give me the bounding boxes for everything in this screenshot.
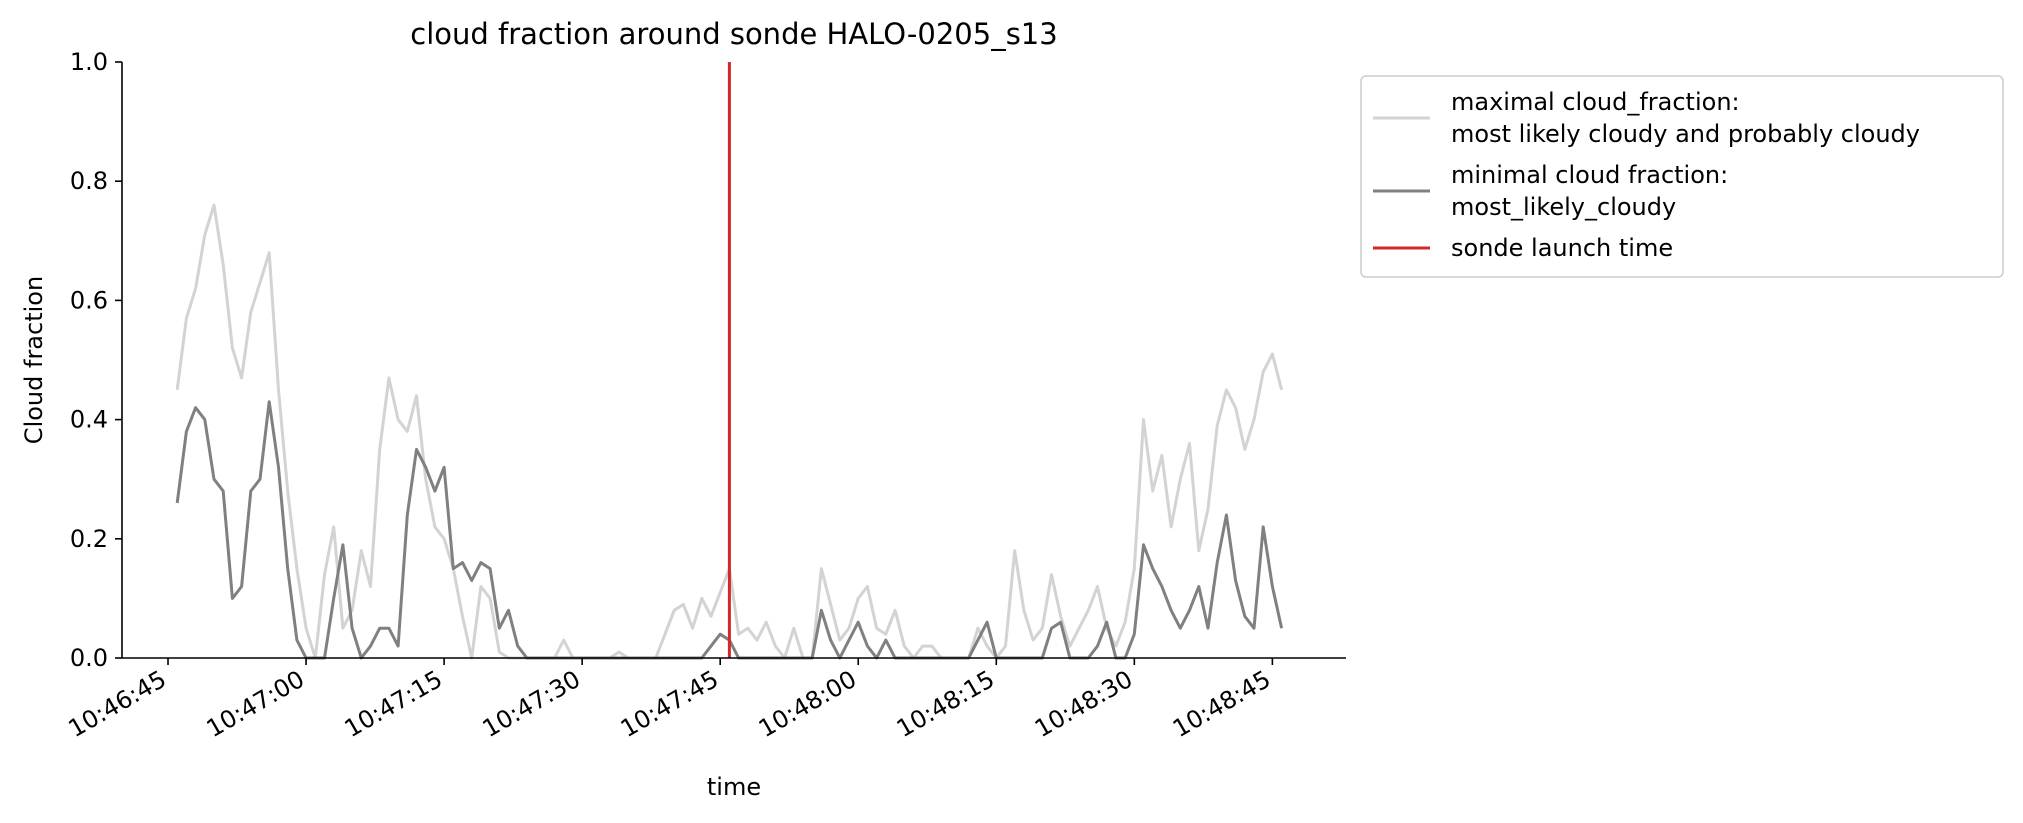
y-ticks: 0.0 0.2 0.4 0.6 0.8 1.0 [70,48,122,672]
x-ticks: 10:46:45 10:47:00 10:47:15 10:47:30 10:47:45… [64,658,1275,743]
legend-label-1: maximal cloud_fraction: most likely cloud… [1451,88,1920,148]
x-tick-label: 10:47:00 [202,665,309,743]
legend-label-3: sonde launch time [1451,234,1673,262]
x-tick-label: 10:47:30 [478,665,585,743]
x-tick-label: 10:48:45 [1168,665,1275,743]
x-tick-label: 10:47:15 [340,665,447,743]
legend: maximal cloud_fraction: most likely cloud… [1360,75,2004,278]
legend-box [1360,75,2004,278]
axes [121,62,1346,659]
x-tick-label: 10:48:15 [892,665,999,743]
x-tick-label: 10:48:00 [754,665,861,743]
legend-label-2: minimal cloud fraction: most_likely_cloud… [1451,161,1728,221]
y-tick-label: 0.0 [70,644,108,672]
chart-title: cloud fraction around sonde HALO-0205_s1… [410,17,1057,51]
y-tick-label: 1.0 [70,48,108,76]
y-tick-label: 0.6 [70,286,108,314]
x-axis-label: time [707,773,761,801]
x-tick-label: 10:48:30 [1030,665,1137,743]
y-tick-label: 0.8 [70,167,108,195]
y-tick-label: 0.4 [70,406,108,434]
x-tick-label: 10:46:45 [64,665,171,743]
y-tick-label: 0.2 [70,525,108,553]
plot-area [175,62,1284,660]
y-axis-label: Cloud fraction [20,276,48,444]
x-tick-label: 10:47:45 [616,665,723,743]
